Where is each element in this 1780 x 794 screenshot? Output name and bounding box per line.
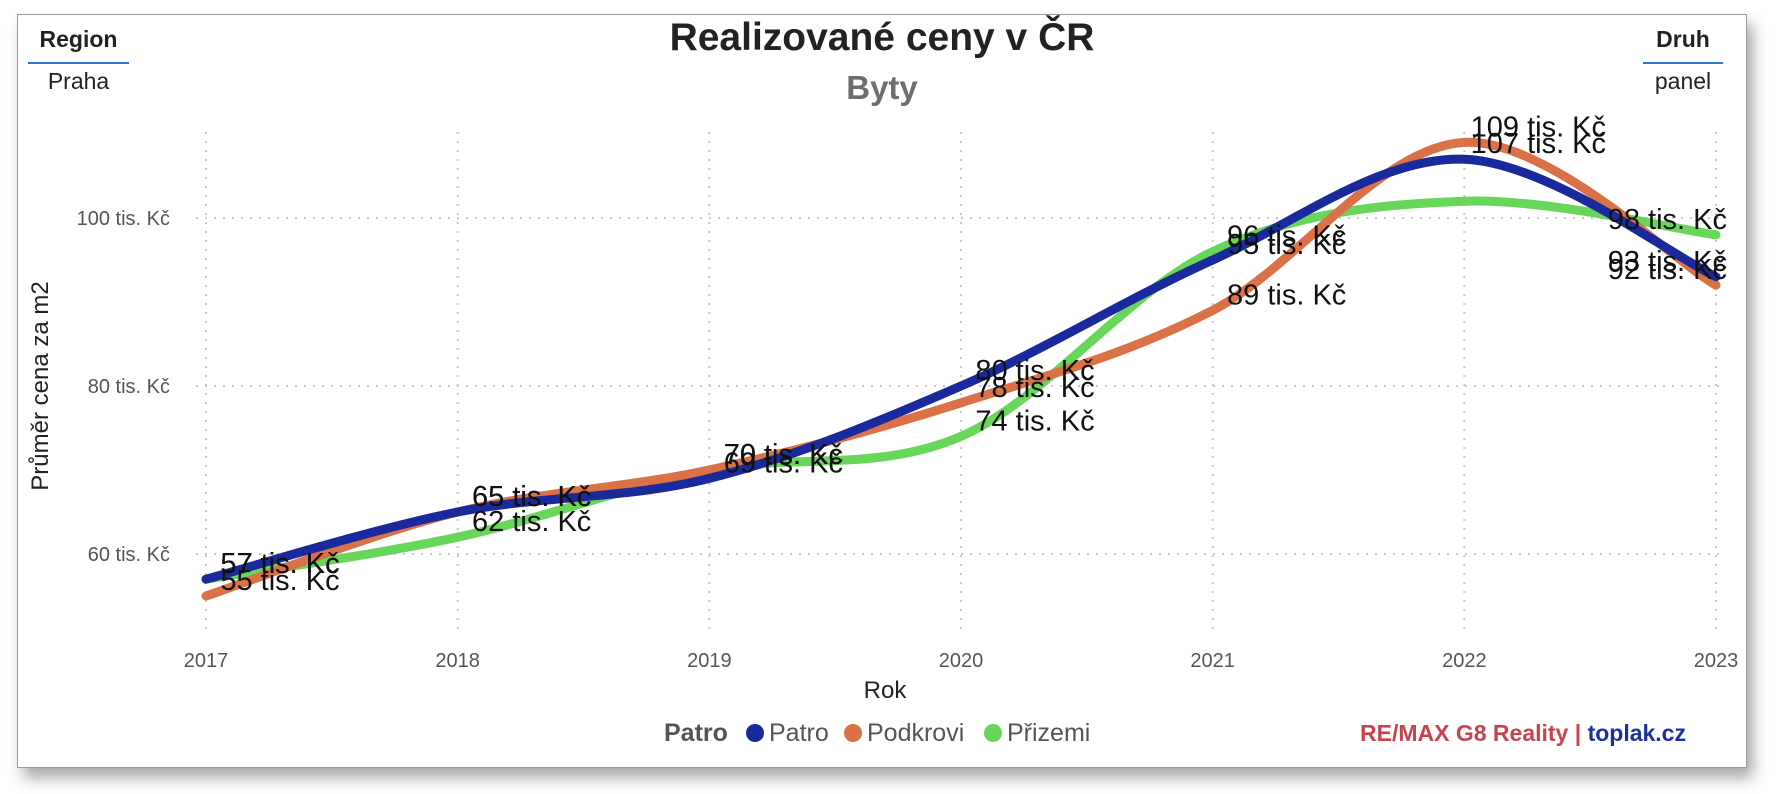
data-label: 70 tis. Kč: [724, 439, 843, 471]
chart-subtitle: Byty: [846, 69, 918, 106]
legend-marker-podkrovi: [844, 724, 862, 742]
credit-text[interactable]: RE/MAX G8 Reality | toplak.cz: [1360, 720, 1686, 747]
legend-label: Patro: [769, 719, 829, 747]
druh-filter[interactable]: Druh panel: [1643, 26, 1723, 95]
series-line-přizemi: [201, 196, 1721, 584]
chart-title: Realizované ceny v ČR: [669, 16, 1095, 59]
x-tick-label: 2017: [184, 650, 229, 672]
data-label: 80 tis. Kč: [975, 355, 1094, 387]
x-tick-label: 2022: [1442, 650, 1487, 672]
druh-filter-value[interactable]: panel: [1654, 68, 1712, 94]
druh-filter-header: Druh: [1643, 26, 1723, 64]
region-filter-header: Region: [28, 26, 129, 64]
region-filter-value[interactable]: Praha: [47, 68, 110, 94]
data-label: 57 tis. Kč: [220, 548, 339, 580]
credit-link[interactable]: toplak.cz: [1587, 720, 1686, 746]
series-line-podkrovi: [201, 137, 1721, 601]
data-label: 98 tis. Kč: [1608, 204, 1727, 236]
x-tick-label: 2023: [1694, 650, 1739, 672]
data-label: 69 tis. Kč: [724, 447, 843, 479]
legend-marker-přizemi: [984, 724, 1002, 742]
legend-label: Přizemi: [1007, 719, 1090, 747]
x-tick-label: 2021: [1190, 650, 1235, 672]
data-label: 62 tis. Kč: [472, 506, 591, 538]
data-label: 65 tis. Kč: [472, 481, 591, 513]
x-tick-label: 2018: [435, 650, 480, 672]
data-label: 74 tis. Kč: [975, 405, 1094, 437]
y-axis-title: Průměr cena za m2: [27, 281, 54, 490]
data-label: 70 tis. Kč: [724, 439, 843, 471]
data-label: 78 tis. Kč: [975, 372, 1094, 404]
legend-marker-patro: [746, 724, 764, 742]
data-label: 57 tis. Kč: [220, 548, 339, 580]
data-label: 89 tis. Kč: [1227, 279, 1346, 311]
x-tick-label: 2020: [939, 650, 984, 672]
y-tick-label: 80 tis. Kč: [88, 376, 170, 398]
region-filter[interactable]: Region Praha: [28, 26, 129, 95]
y-tick-label: 100 tis. Kč: [77, 208, 170, 230]
data-label: 93 tis. Kč: [1608, 246, 1727, 278]
credit-brand: RE/MAX G8 Reality |: [1360, 720, 1582, 746]
data-label: 65 tis. Kč: [472, 481, 591, 513]
data-label: 107 tis. Kč: [1471, 128, 1606, 160]
x-tick-label: 2019: [687, 650, 732, 672]
x-axis-title: Rok: [864, 677, 908, 704]
data-label: 109 tis. Kč: [1471, 111, 1606, 143]
data-label: 92 tis. Kč: [1608, 254, 1727, 286]
legend-title: Patro: [664, 719, 728, 747]
series-line-patro: [201, 154, 1721, 584]
data-label: 95 tis. Kč: [1227, 229, 1346, 261]
data-label: 55 tis. Kč: [220, 565, 339, 597]
data-label: 96 tis. Kč: [1227, 221, 1346, 253]
y-tick-label: 60 tis. Kč: [88, 544, 170, 566]
legend-label: Podkrovi: [867, 719, 964, 747]
